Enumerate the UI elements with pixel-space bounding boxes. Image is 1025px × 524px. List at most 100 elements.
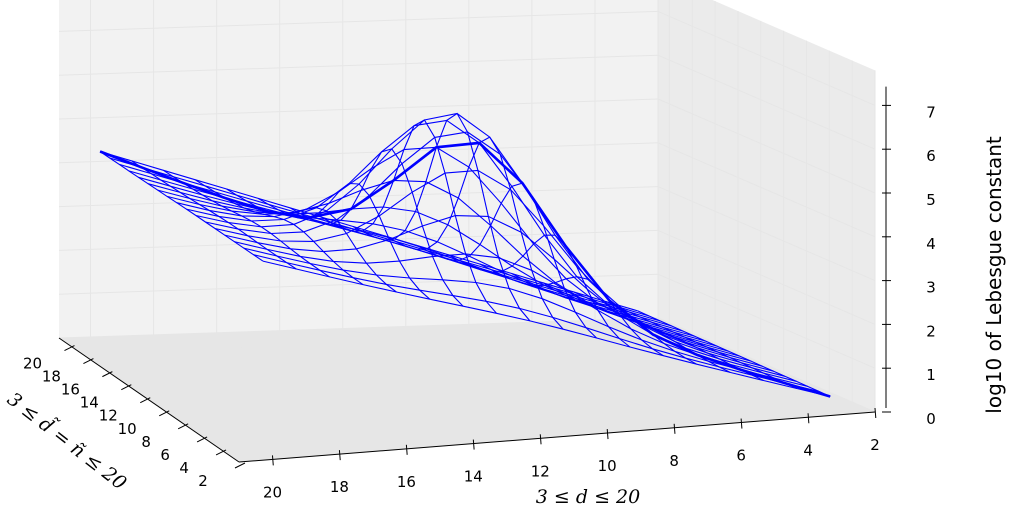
x-tick — [874, 407, 877, 419]
y-tick — [140, 397, 151, 404]
x-tick-label: 10 — [598, 457, 617, 475]
z-axis-label: log10 of Lebesgue constant — [982, 136, 1006, 414]
floor-gridline — [153, 334, 340, 455]
x-tick — [539, 434, 542, 445]
x-axis-label: 3 ≤ d ≤ 20 — [536, 486, 640, 508]
floor-gridline — [163, 371, 784, 411]
floor-gridline — [220, 401, 853, 450]
diagonal-line — [99, 141, 831, 398]
x-tick-label: 18 — [330, 478, 349, 496]
wire-column — [289, 148, 464, 307]
x-tick-label: 16 — [397, 473, 416, 491]
wire-column — [131, 160, 297, 270]
back-gridline — [58, 317, 659, 339]
back-pane — [59, 0, 658, 338]
back-gridline — [58, 54, 659, 76]
wire-column — [479, 263, 664, 357]
wire-row — [109, 157, 650, 317]
y-tick-label: 14 — [80, 394, 99, 412]
x-tick-label: 20 — [263, 483, 282, 501]
y-tick — [121, 384, 132, 391]
x-tick — [606, 429, 609, 440]
back-gridline — [58, 98, 659, 120]
wire-column — [352, 112, 531, 322]
back-gridline — [58, 10, 659, 32]
surface-wireframe — [99, 112, 831, 398]
floor-gridline — [342, 328, 541, 439]
back-gridline — [58, 142, 659, 164]
y-tick-label: 10 — [118, 420, 137, 438]
wire-column — [321, 119, 497, 314]
x-tick-label: 2 — [870, 436, 880, 454]
side-gridline — [657, 317, 876, 413]
wire-column — [511, 272, 697, 365]
y-tick-label: 18 — [42, 368, 61, 386]
wire-column — [416, 182, 597, 339]
y-tick — [196, 436, 208, 443]
z-tick-label: 4 — [926, 235, 936, 253]
wire-row — [253, 254, 820, 392]
floor-gridline — [594, 319, 809, 418]
side-gridline — [657, 10, 876, 106]
z-tick-label: 6 — [926, 147, 936, 165]
y-axis-line — [58, 337, 240, 463]
z-tick-label: 1 — [926, 366, 936, 384]
floor-gridline — [144, 362, 761, 398]
y-tick — [177, 423, 189, 430]
y-tick-label: 8 — [141, 433, 151, 451]
wire-column — [447, 234, 631, 348]
y-tick — [83, 358, 94, 365]
side-gridline — [657, 54, 876, 150]
back-gridline — [58, 186, 659, 208]
wire-column — [226, 188, 397, 293]
floor-gridline — [468, 323, 675, 429]
x-tick-label: 8 — [669, 452, 679, 470]
floor-gridline — [125, 352, 738, 385]
x-tick — [740, 418, 743, 429]
wire-column — [99, 151, 264, 262]
side-gridline — [657, 229, 876, 325]
wire-column — [163, 169, 330, 278]
y-tick-label: 4 — [179, 459, 189, 477]
side-pane — [658, 0, 875, 412]
y-tick-label: 12 — [99, 407, 118, 425]
wire-column — [637, 310, 831, 398]
floor-gridline — [531, 321, 742, 423]
wire-column — [605, 301, 798, 390]
y-tick — [215, 449, 227, 456]
y-tick — [64, 345, 75, 351]
wire-row — [224, 215, 786, 377]
x-tick — [673, 423, 676, 434]
x-tick — [271, 455, 274, 466]
z-tick-label: 5 — [926, 191, 936, 209]
y-tick-label: 2 — [198, 472, 208, 490]
z-tick-label: 7 — [926, 103, 936, 121]
wire-column — [574, 291, 764, 381]
wire-row — [205, 131, 763, 367]
z-tick-label: 2 — [926, 322, 936, 340]
back-gridline — [58, 273, 659, 295]
z-tick-label: 0 — [926, 410, 936, 428]
side-gridline — [657, 186, 876, 282]
floor-gridline — [216, 332, 407, 450]
y-tick — [102, 371, 113, 378]
x-tick-label: 4 — [803, 441, 813, 459]
floor-gridline — [68, 322, 670, 346]
pane-gridlines — [58, 0, 876, 463]
side-gridline — [657, 142, 876, 238]
x-tick-label: 12 — [531, 462, 550, 480]
y-tick-label: 6 — [160, 446, 170, 464]
wire-row — [262, 260, 831, 398]
y-axis-label: 3 ≤ d̃ = ñ ≤ 20 — [3, 387, 131, 494]
x-tick — [472, 439, 475, 450]
side-gridline — [657, 273, 876, 369]
x-axis-line — [238, 411, 876, 463]
side-gridline — [657, 98, 876, 194]
axis-lines — [58, 86, 891, 469]
z-tick-label: 3 — [926, 279, 936, 297]
x-tick-label: 14 — [464, 468, 483, 486]
floor-gridline — [90, 336, 273, 460]
floor-gridline — [182, 381, 807, 424]
